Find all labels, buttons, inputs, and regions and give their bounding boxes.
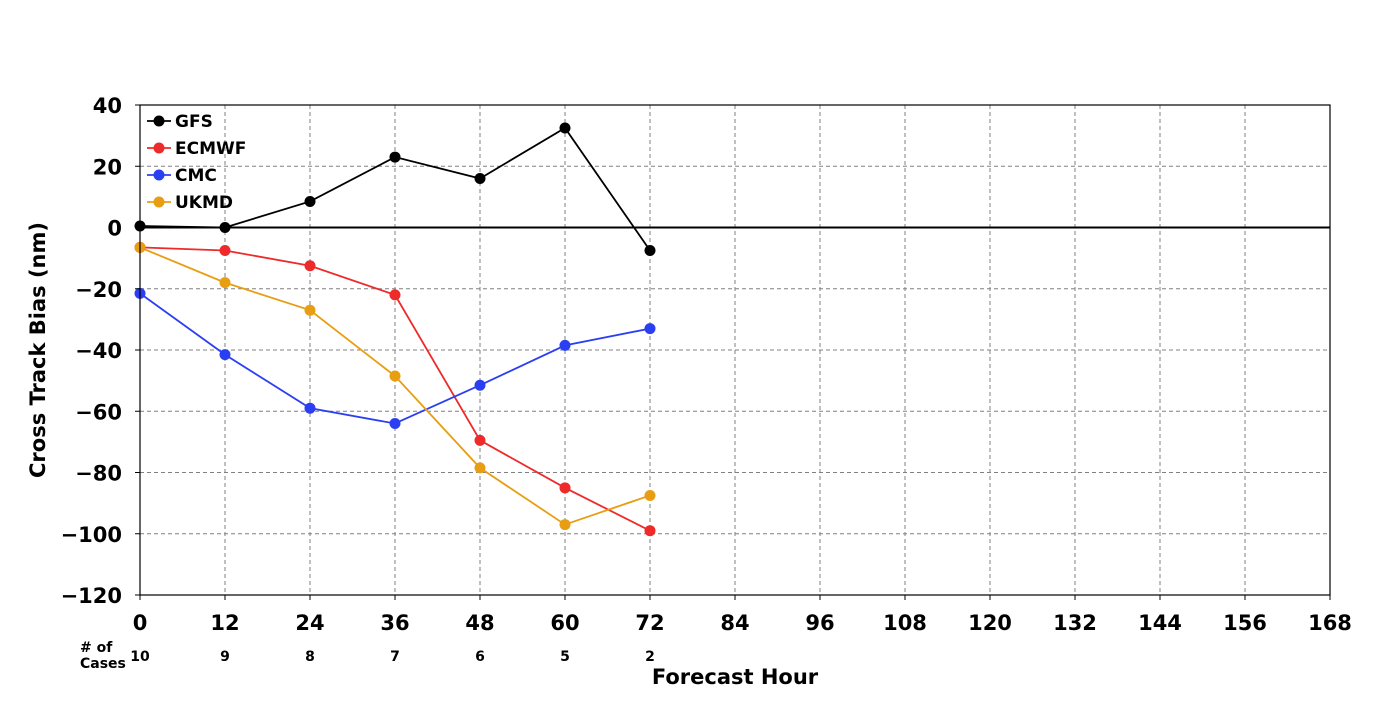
y-tick-label: −80 bbox=[75, 462, 122, 486]
data-point-gfs bbox=[644, 244, 656, 256]
data-point-gfs bbox=[304, 195, 316, 207]
data-point-ukmd bbox=[559, 519, 571, 531]
data-point-ukmd bbox=[389, 370, 401, 382]
legend: GFS ECMWF CMC UKMD bbox=[147, 112, 246, 213]
cases-row-label-line: # of bbox=[80, 640, 113, 656]
legend-label-gfs: GFS bbox=[175, 112, 213, 132]
data-point-ecmwf bbox=[304, 260, 316, 272]
data-point-ecmwf bbox=[559, 482, 571, 494]
data-point-ecmwf bbox=[644, 525, 656, 537]
y-tick-label: −20 bbox=[75, 278, 122, 302]
series-layer bbox=[134, 122, 656, 537]
cases-row-label-line: Cases bbox=[80, 656, 126, 672]
data-point-cmc bbox=[474, 379, 486, 391]
legend-marker-ecmwf bbox=[153, 142, 165, 154]
y-tick-label: −60 bbox=[75, 400, 122, 424]
case-count-label: 8 bbox=[305, 649, 315, 665]
legend-marker-gfs bbox=[153, 115, 165, 127]
data-point-gfs bbox=[559, 122, 571, 134]
y-tick-label: 40 bbox=[93, 94, 122, 118]
cases-row-label: # of Cases bbox=[80, 640, 126, 672]
y-tick-label: −120 bbox=[61, 584, 122, 608]
x-tick-label: 12 bbox=[210, 611, 239, 635]
case-count-label: 9 bbox=[220, 649, 230, 665]
x-tick-label: 156 bbox=[1223, 611, 1267, 635]
x-tick-label: 144 bbox=[1138, 611, 1182, 635]
legend-label-ukmd: UKMD bbox=[175, 193, 233, 213]
case-count-label: 10 bbox=[130, 649, 150, 665]
data-point-gfs bbox=[474, 173, 486, 184]
legend-label-ecmwf: ECMWF bbox=[175, 139, 246, 159]
x-tick-label: 96 bbox=[805, 611, 834, 635]
case-count-label: 5 bbox=[560, 649, 570, 665]
data-point-gfs bbox=[219, 222, 231, 233]
y-tick-label: −100 bbox=[61, 523, 122, 547]
axes-layer: 0 12 24 36 48 60 72 84 96 108 120 132 144 156 16840200… bbox=[61, 94, 1352, 672]
x-tick-label: 60 bbox=[550, 611, 579, 635]
legend-marker-cmc bbox=[153, 169, 165, 181]
x-tick-label: 36 bbox=[380, 611, 409, 635]
data-point-gfs bbox=[389, 151, 401, 163]
x-tick-label: 24 bbox=[295, 611, 324, 635]
case-count-label: 2 bbox=[645, 649, 655, 665]
data-point-ecmwf bbox=[389, 289, 401, 301]
data-point-cmc bbox=[559, 339, 571, 351]
data-point-cmc bbox=[219, 349, 231, 361]
x-tick-label: 132 bbox=[1053, 611, 1097, 635]
y-axis-title: Cross Track Bias (nm) bbox=[26, 222, 50, 478]
data-point-cmc bbox=[304, 402, 316, 414]
y-tick-label: −40 bbox=[75, 339, 122, 363]
x-tick-label: 168 bbox=[1308, 611, 1352, 635]
y-tick-label: 0 bbox=[107, 217, 122, 241]
legend-marker-ukmd bbox=[153, 196, 165, 208]
case-count-label: 6 bbox=[475, 649, 485, 665]
data-point-cmc bbox=[389, 418, 401, 429]
x-axis-title: Forecast Hour bbox=[652, 665, 819, 689]
x-tick-label: 108 bbox=[883, 611, 927, 635]
data-point-ecmwf bbox=[219, 244, 231, 256]
x-tick-label: 48 bbox=[465, 611, 494, 635]
data-point-ukmd bbox=[644, 489, 656, 501]
data-point-cmc bbox=[644, 323, 656, 335]
data-point-ukmd bbox=[219, 277, 231, 289]
y-tick-label: 20 bbox=[93, 155, 122, 179]
x-tick-label: 72 bbox=[635, 611, 664, 635]
data-point-ecmwf bbox=[474, 434, 486, 446]
legend-label-cmc: CMC bbox=[175, 166, 217, 186]
case-count-label: 7 bbox=[390, 649, 400, 665]
x-tick-label: 84 bbox=[720, 611, 749, 635]
data-point-ukmd bbox=[474, 462, 486, 474]
x-tick-label: 0 bbox=[133, 611, 148, 635]
data-point-ukmd bbox=[304, 304, 316, 316]
grid-layer bbox=[140, 105, 1330, 595]
x-tick-label: 120 bbox=[968, 611, 1012, 635]
